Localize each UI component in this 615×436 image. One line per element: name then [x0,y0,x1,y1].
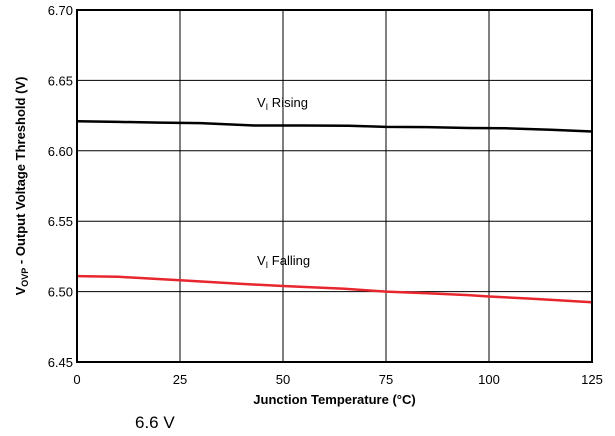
y-tick-label: 6.55 [48,214,73,229]
y-tick-label: 6.60 [48,144,73,159]
x-tick-label: 25 [173,372,187,387]
series-label-rising: VI Rising [257,95,308,112]
y-tick-labels: 6.45 6.50 6.55 6.60 6.65 6.70 [48,3,73,370]
series-line-rising [76,119,593,133]
grid [77,10,592,362]
x-tick-label: 50 [276,372,290,387]
y-axis-title: VOVP - Output Voltage Threshold (V) [13,77,30,296]
x-tick-label: 125 [581,372,603,387]
x-tick-label: 100 [478,372,500,387]
x-tick-label: 75 [379,372,393,387]
series-label-falling: VI Falling [257,253,310,270]
plot-frame [76,9,593,363]
x-axis-title: Junction Temperature (°C) [253,392,415,407]
y-tick-label: 6.65 [48,73,73,88]
series-group [76,119,593,304]
y-tick-label: 6.45 [48,355,73,370]
caption: 6.6 V [135,413,175,432]
x-tick-label: 0 [73,372,80,387]
x-tick-labels: 0 25 50 75 100 125 [73,372,602,387]
y-tick-label: 6.70 [48,3,73,18]
y-tick-label: 6.50 [48,285,73,300]
series-line-falling [76,274,593,304]
